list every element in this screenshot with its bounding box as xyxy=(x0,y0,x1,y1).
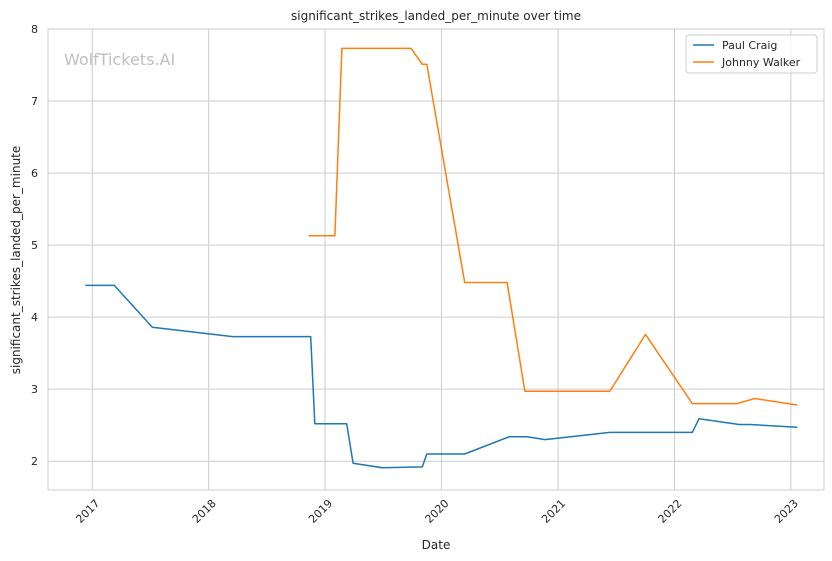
legend: Paul Craig Johnny Walker xyxy=(685,34,818,74)
legend-box xyxy=(685,34,818,74)
y-axis-title: significant_strikes_landed_per_minute xyxy=(9,146,23,375)
grid-lines xyxy=(48,28,824,490)
chart-title: significant_strikes_landed_per_minute ov… xyxy=(291,9,581,23)
watermark: WolfTickets.AI xyxy=(64,50,175,69)
series-line-johnny-walker xyxy=(308,47,798,406)
plot-area xyxy=(47,28,825,491)
series-layer xyxy=(85,47,798,469)
y-tick-label: 5 xyxy=(31,239,38,252)
series-line-paul-craig xyxy=(85,284,798,469)
y-tick-label: 3 xyxy=(31,383,38,396)
y-tick-label: 8 xyxy=(31,23,38,36)
y-tick-label: 6 xyxy=(31,167,38,180)
y-tick-label: 7 xyxy=(31,95,38,108)
x-axis-title: Date xyxy=(422,538,451,552)
y-tick-label: 4 xyxy=(31,311,38,324)
legend-label: Paul Craig xyxy=(722,39,777,52)
legend-label: Johnny Walker xyxy=(721,56,801,69)
y-tick-label: 2 xyxy=(31,455,38,468)
